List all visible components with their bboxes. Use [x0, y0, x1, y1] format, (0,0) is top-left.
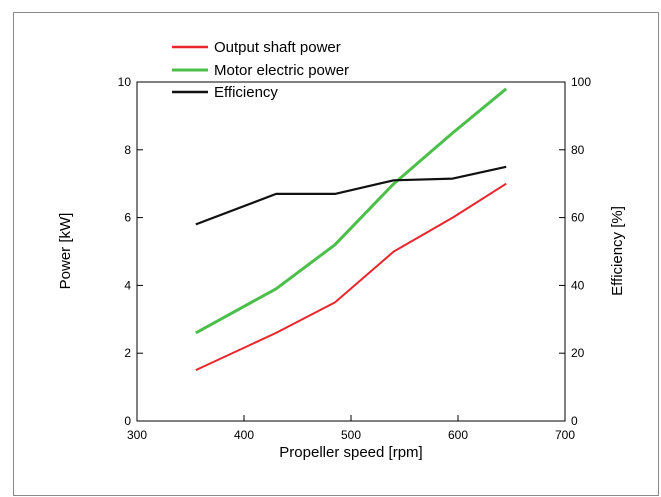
y2-tick-label: 100 [571, 75, 591, 89]
legend-label-output-shaft-power: Output shaft power [214, 39, 341, 56]
y-axis-right: 0 20 40 60 80 100 [559, 75, 591, 428]
legend-label-efficiency: Efficiency [214, 84, 278, 101]
y-tick-label: 8 [124, 143, 131, 157]
y-tick-label: 2 [124, 346, 131, 360]
y-tick-label: 0 [124, 414, 131, 428]
y2-tick-label: 20 [571, 346, 585, 360]
y2-tick-label: 80 [571, 143, 585, 157]
x-tick-label: 400 [234, 428, 254, 442]
series-group [195, 87, 508, 372]
x-tick-label: 300 [127, 428, 147, 442]
y2-tick-label: 40 [571, 278, 585, 292]
series-line-output-shaft-power [195, 182, 507, 372]
series-line-motor-electric-power [195, 87, 508, 335]
y-axis-title-right: Efficiency [%] [609, 206, 626, 296]
x-axis: 300 400 500 600 700 [127, 415, 575, 442]
x-tick-label: 700 [555, 428, 575, 442]
y-tick-label: 4 [124, 278, 131, 292]
series-line-efficiency [195, 165, 507, 226]
y-tick-label: 6 [124, 211, 131, 225]
y-axis-title-left: Power [kW] [57, 213, 74, 290]
y-axis-left: 0 2 4 6 8 10 [118, 75, 143, 428]
plot-area [136, 81, 566, 422]
x-axis-title: Propeller speed [rpm] [279, 444, 422, 461]
y2-tick-label: 0 [571, 414, 578, 428]
figure-frame [13, 12, 659, 496]
y2-tick-label: 60 [571, 211, 585, 225]
x-tick-label: 500 [341, 428, 361, 442]
legend-label-motor-electric-power: Motor electric power [214, 62, 349, 79]
legend: Output shaft power Motor electric power … [172, 39, 349, 101]
x-tick-label: 600 [448, 428, 468, 442]
y-tick-label: 10 [118, 75, 132, 89]
